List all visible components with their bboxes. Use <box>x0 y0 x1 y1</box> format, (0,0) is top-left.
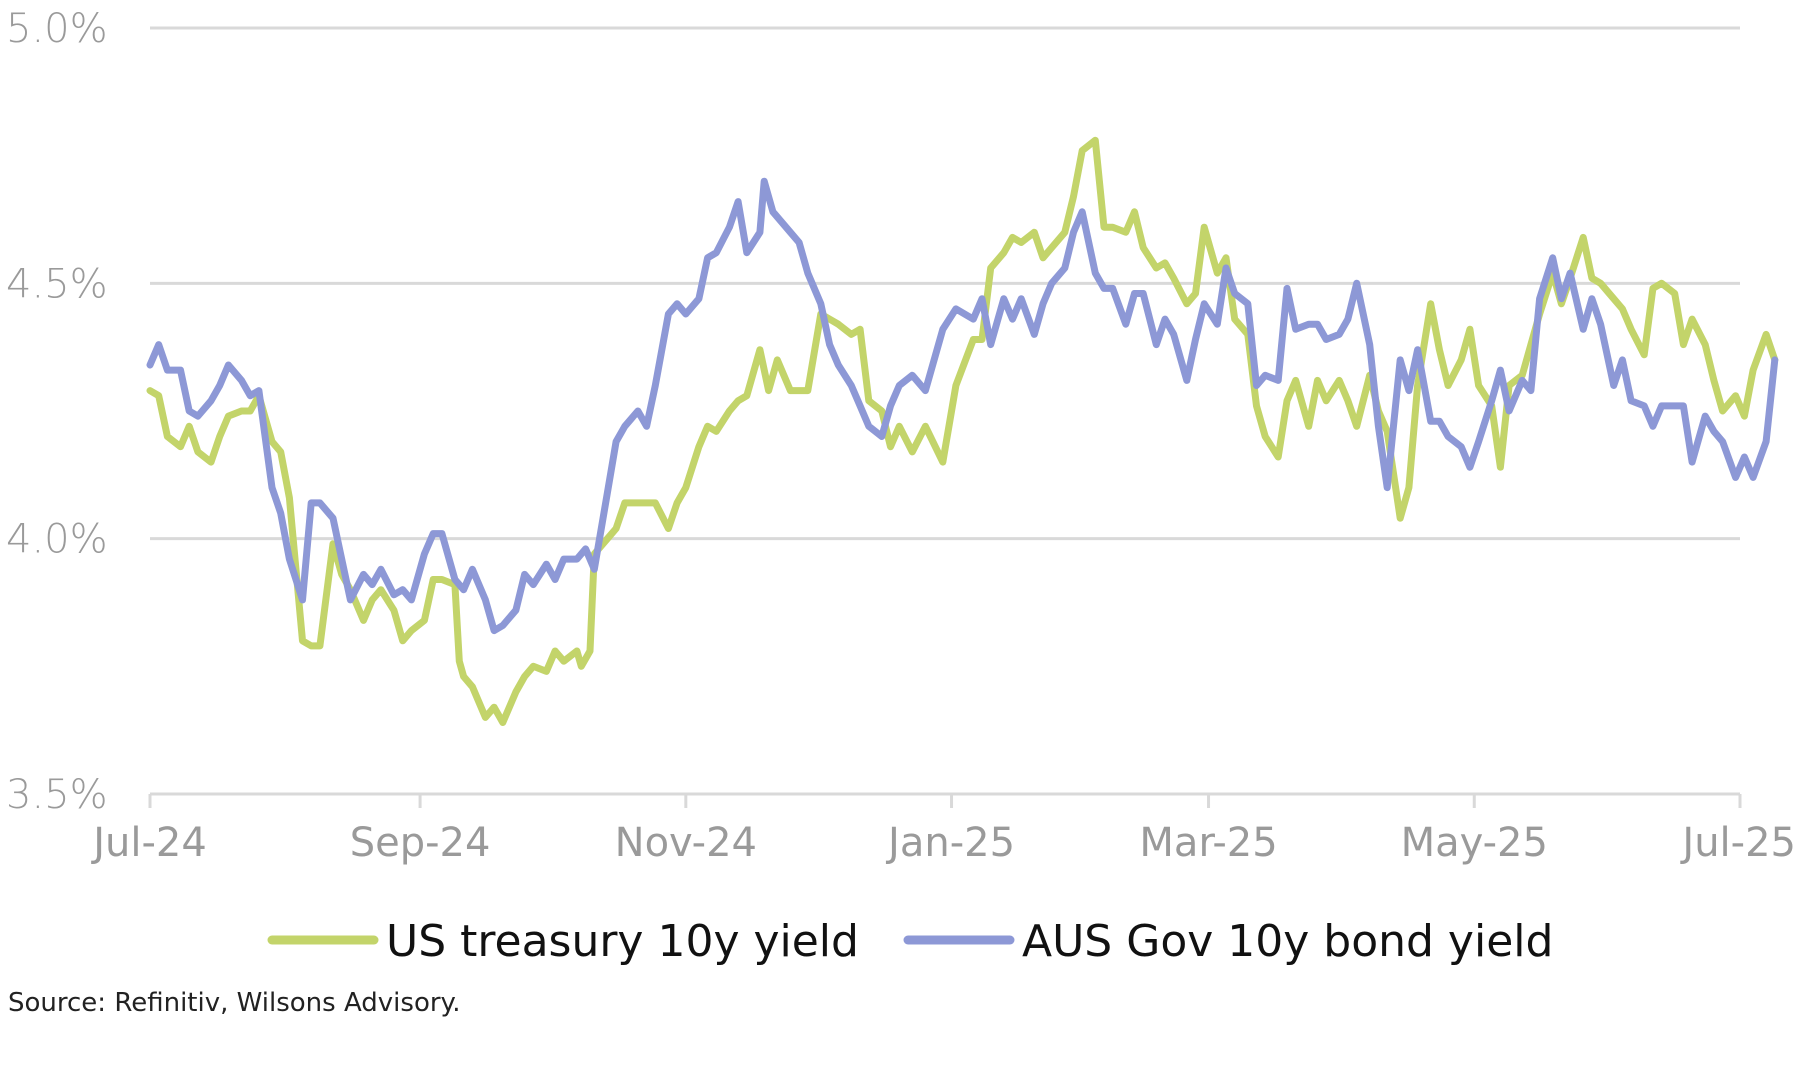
x-tick-label: Jul-25 <box>1679 820 1796 866</box>
y-tick-label: 4.0% <box>6 517 108 563</box>
legend-label: AUS Gov 10y bond yield <box>1022 916 1553 967</box>
legend: US treasury 10y yield AUS Gov 10y bond yi… <box>267 916 1553 967</box>
x-tick-label: May-25 <box>1401 820 1548 866</box>
legend-label: US treasury 10y yield <box>386 916 859 967</box>
x-tick-label: Mar-25 <box>1139 820 1277 866</box>
x-tick-label: Nov-24 <box>615 820 757 866</box>
x-tick-label: Sep-24 <box>350 820 491 866</box>
y-tick-label: 5.0% <box>6 6 108 52</box>
gridlines <box>150 26 1740 541</box>
x-tick-label: Jan-25 <box>885 820 1015 866</box>
source-note: Source: Refinitiv, Wilsons Advisory. <box>8 988 461 1018</box>
series-line-us-treasury <box>146 136 1779 726</box>
x-axis: Jul-24 Sep-24 Nov-24 Jan-25 Mar-25 May-25 Jul-… <box>90 792 1796 866</box>
x-tick-label: Jul-24 <box>90 820 207 866</box>
y-axis-ticks: 3.5% 4.0% 4.5% 5.0% <box>6 6 108 818</box>
y-tick-label: 4.5% <box>6 261 108 307</box>
series-line-aus-gov <box>146 177 1779 635</box>
series-lines <box>146 136 1779 726</box>
y-tick-label: 3.5% <box>6 772 108 818</box>
